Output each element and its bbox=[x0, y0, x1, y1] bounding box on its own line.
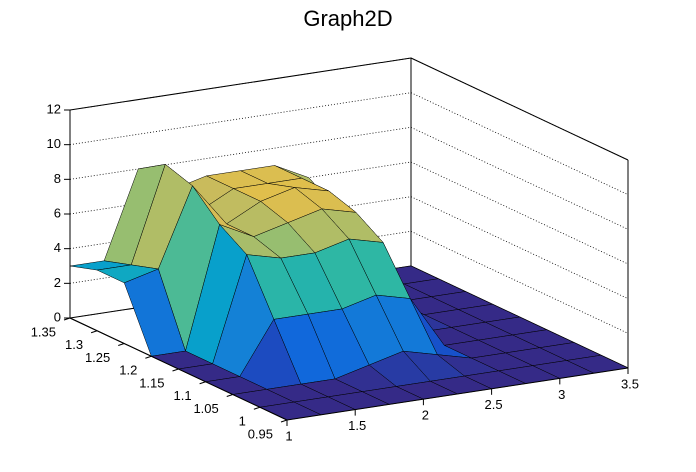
z-tick-label: 0 bbox=[54, 309, 61, 324]
grid-line bbox=[69, 126, 412, 180]
grid-line bbox=[69, 92, 412, 146]
y-tick bbox=[253, 406, 261, 410]
z-tick-label: 8 bbox=[54, 171, 61, 186]
grid-line bbox=[410, 92, 629, 196]
z-tick-label: 6 bbox=[54, 205, 61, 220]
y-tick-label: 1 bbox=[239, 414, 246, 429]
y-tick bbox=[172, 368, 179, 372]
y-tick bbox=[226, 394, 233, 397]
z-tick-label: 12 bbox=[47, 101, 61, 116]
z-tick-label: 10 bbox=[47, 136, 61, 151]
x-tick-label: 2.5 bbox=[485, 397, 503, 412]
grid-line bbox=[410, 126, 629, 230]
y-tick bbox=[145, 355, 152, 359]
box-edge bbox=[410, 57, 629, 161]
x-tick-label: 3.5 bbox=[621, 376, 639, 391]
y-tick bbox=[280, 419, 288, 423]
grid-line bbox=[410, 57, 629, 161]
x-tick-label: 1 bbox=[285, 428, 292, 443]
z-tick-label: 4 bbox=[54, 240, 61, 255]
y-tick-label: 1.1 bbox=[174, 388, 192, 403]
y-tick-label: 1.15 bbox=[139, 375, 164, 390]
y-tick-label: 1.3 bbox=[65, 337, 83, 352]
grid-line bbox=[410, 161, 629, 265]
y-tick bbox=[199, 381, 206, 385]
grid-line bbox=[410, 196, 629, 300]
x-tick-label: 3 bbox=[558, 387, 565, 402]
y-tick bbox=[63, 317, 71, 321]
x-tick-label: 1.5 bbox=[348, 418, 366, 433]
y-tick bbox=[118, 343, 125, 346]
grid-line bbox=[410, 230, 629, 334]
y-tick-label: 0.95 bbox=[248, 426, 273, 441]
z-tick-label: 2 bbox=[54, 275, 61, 290]
x-axis bbox=[286, 367, 629, 421]
grid-line bbox=[69, 57, 412, 111]
y-tick-label: 1.2 bbox=[119, 363, 137, 378]
y-tick bbox=[90, 330, 98, 334]
y-tick-label: 1.25 bbox=[85, 350, 110, 365]
x-tick-label: 2 bbox=[422, 408, 429, 423]
y-axis bbox=[69, 317, 288, 421]
grid-line bbox=[69, 265, 412, 319]
chart-title: Graph2D bbox=[303, 6, 392, 31]
y-tick-label: 1.05 bbox=[193, 401, 218, 416]
y-tick-label: 1.35 bbox=[31, 324, 56, 339]
